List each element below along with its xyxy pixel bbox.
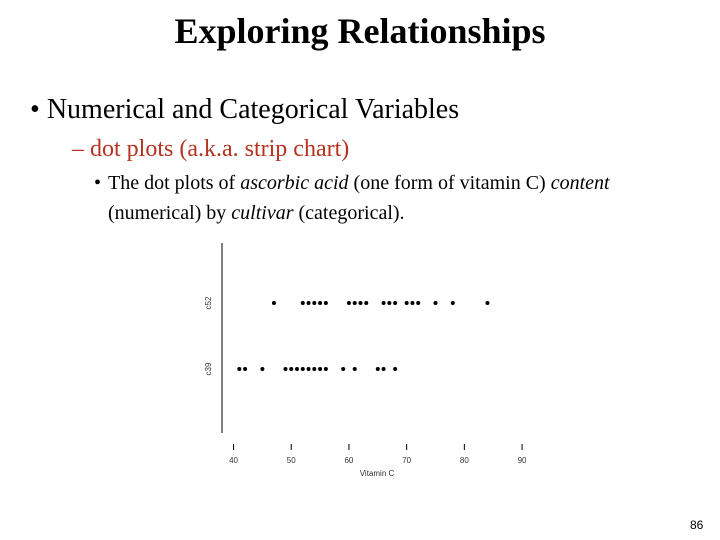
dot	[393, 367, 398, 371]
dot	[375, 367, 380, 371]
dot	[381, 301, 386, 305]
dot	[433, 301, 438, 305]
dot	[485, 301, 490, 305]
dot	[318, 367, 323, 371]
dot	[410, 301, 415, 305]
dot	[346, 301, 351, 305]
dot	[312, 367, 317, 371]
x-tick-label: 60	[344, 456, 353, 465]
bullet-text: Numerical and Categorical Variables	[46, 94, 460, 125]
dot	[283, 367, 288, 371]
y-tick-label: c39	[204, 362, 213, 375]
x-tick-label: 80	[460, 456, 469, 465]
x-tick-label: 50	[287, 456, 296, 465]
dot	[306, 367, 311, 371]
bullet: • Numerical and Categorical Variables	[30, 94, 460, 125]
dot	[260, 367, 265, 371]
dot	[393, 301, 398, 305]
x-tick-label: 70	[402, 456, 411, 465]
dot	[323, 367, 328, 371]
dot	[306, 301, 311, 305]
text-segment: The dot plots of	[108, 172, 241, 194]
dot	[387, 301, 392, 305]
dot	[381, 367, 386, 371]
dot	[300, 367, 305, 371]
dot	[341, 367, 346, 371]
dot	[295, 367, 300, 371]
dot	[318, 301, 323, 305]
dot	[243, 367, 248, 371]
dot	[358, 301, 363, 305]
page-number: 86	[690, 518, 704, 532]
y-tick-label: c52	[204, 296, 213, 309]
sub-sub-bullet: • The dot plots of ascorbic acid (one for…	[94, 172, 610, 224]
sub-sub-bullet-text: The dot plots of ascorbic acid (one form…	[108, 172, 610, 224]
text-segment: content	[550, 172, 610, 194]
slide-title: Exploring Relationships	[174, 11, 546, 51]
sub-bullet: – dot plots (a.k.a. strip chart)	[72, 136, 350, 162]
text-segment: ascorbic acid	[240, 172, 349, 194]
x-tick-label: 90	[518, 456, 527, 465]
dot	[300, 301, 305, 305]
dot	[450, 301, 455, 305]
dot	[404, 301, 409, 305]
text-segment: (numerical) by	[108, 202, 232, 224]
dot	[237, 367, 242, 371]
dot	[352, 301, 357, 305]
dot	[352, 367, 357, 371]
dot	[289, 367, 294, 371]
dot	[364, 301, 369, 305]
sub-bullet-text: dot plots (a.k.a. strip chart)	[90, 136, 350, 162]
x-tick-label: 40	[229, 456, 238, 465]
text-segment: (categorical).	[293, 202, 405, 224]
text-segment: cultivar	[231, 202, 294, 224]
x-axis-label: Vitamin C	[360, 469, 395, 478]
dot	[323, 301, 328, 305]
text-segment: (one form of vitamin C)	[348, 172, 551, 194]
dot	[312, 301, 317, 305]
dot	[271, 301, 276, 305]
dot	[416, 301, 421, 305]
